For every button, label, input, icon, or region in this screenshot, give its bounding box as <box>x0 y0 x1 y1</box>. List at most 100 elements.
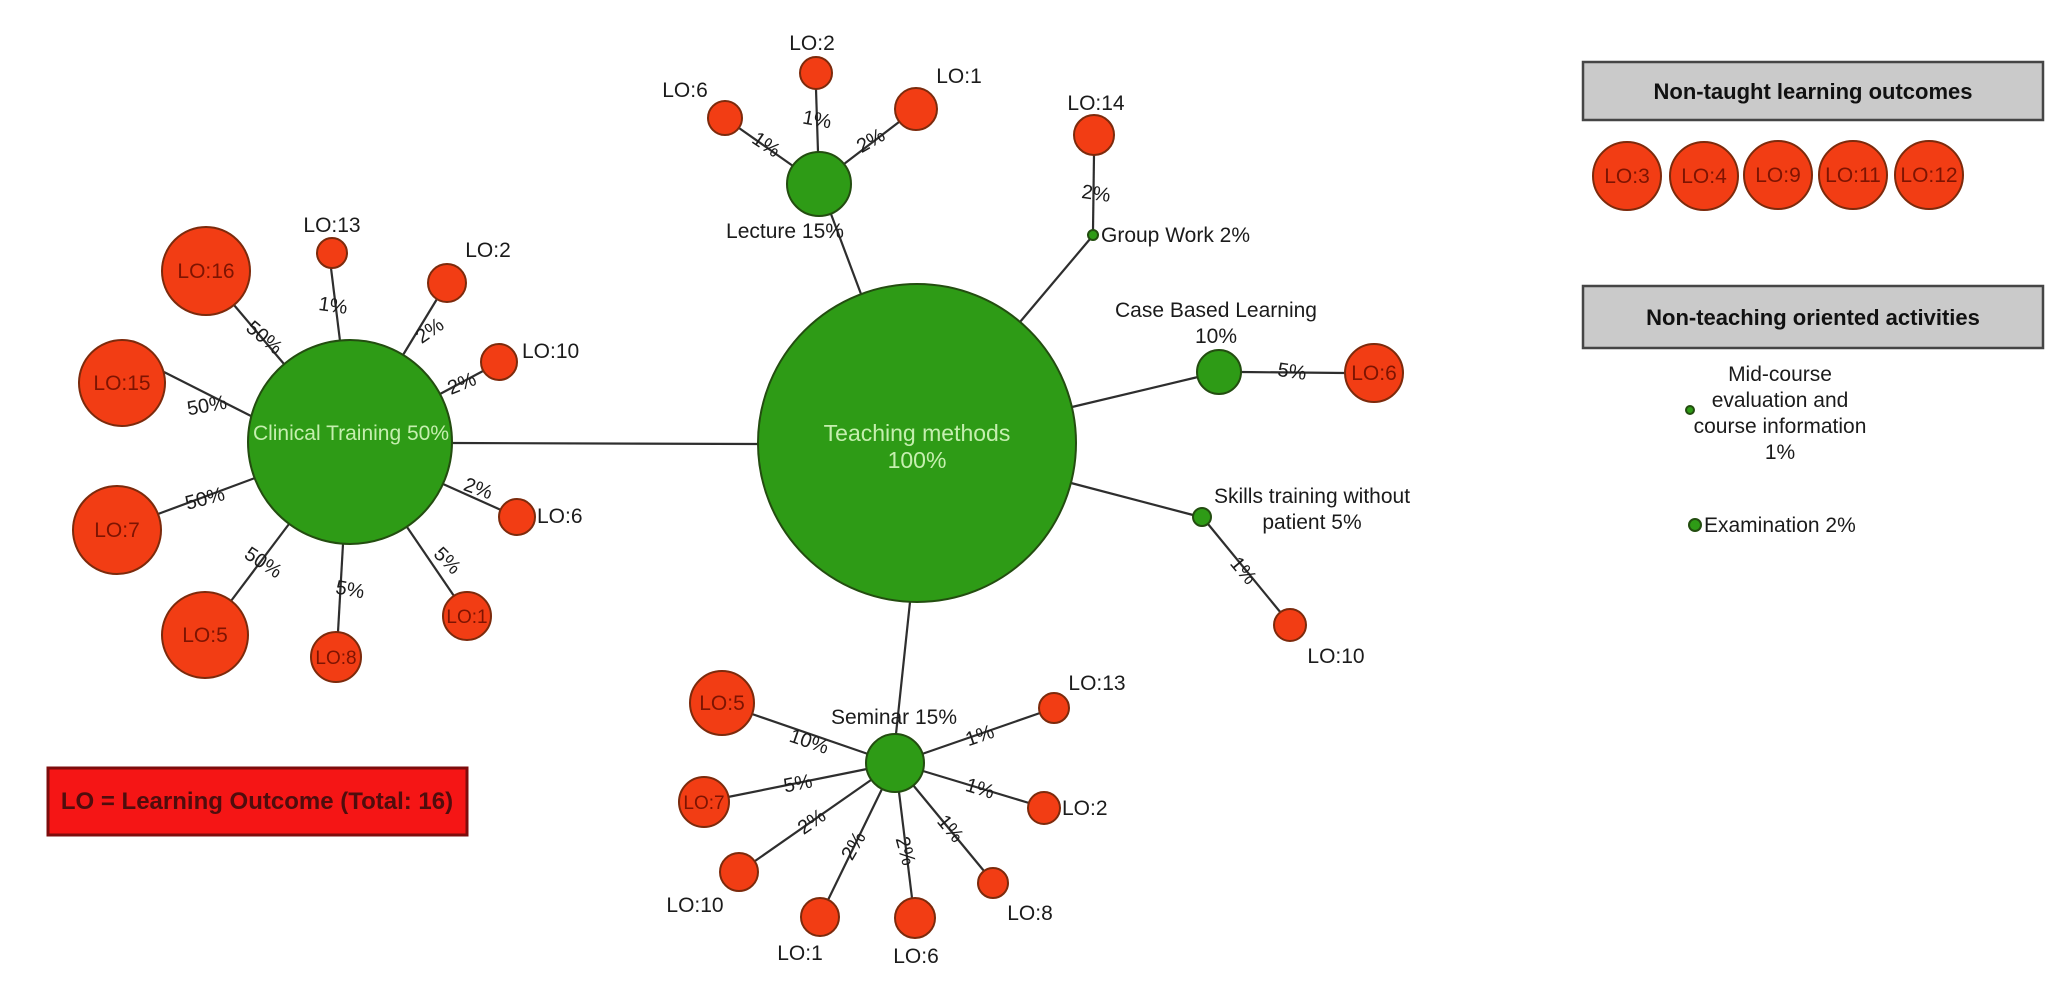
node-examination <box>1688 518 1702 532</box>
non-teaching-header: Non-teaching oriented activities <box>1646 305 1980 330</box>
lo-label: LO:14 <box>1067 92 1125 115</box>
lo-label: LO:12 <box>1900 164 1957 187</box>
lo-label: LO:7 <box>683 793 724 814</box>
edge-pct: 50% <box>240 543 286 583</box>
lo-label: LO:1 <box>936 65 982 88</box>
clinical-satellite-labels: LO:16 LO:13 LO:2 LO:10 LO:15 LO:6 LO:7 L… <box>93 214 582 669</box>
node-clinical-lo1 <box>442 591 492 641</box>
node-clinical-lo15 <box>78 339 166 427</box>
lo-label: LO:6 <box>893 945 939 968</box>
edge-clinical-lo2 <box>402 298 438 356</box>
group-work-label: Group Work 2% <box>1101 224 1250 247</box>
mid-course-line4: 1% <box>1765 441 1795 464</box>
clinical-training-label: Clinical Training 50% <box>253 422 449 445</box>
node-lecture-lo1 <box>894 87 938 131</box>
mid-course-line1: Mid-course <box>1728 363 1832 386</box>
node-skills-training <box>1192 507 1212 527</box>
node-seminar-lo8 <box>977 867 1009 899</box>
edge-center-casebased <box>1071 375 1199 409</box>
edge-pct: 10% <box>786 725 831 759</box>
edge-pct: 5% <box>1276 359 1308 385</box>
casebased-satellite-labels: LO:6 5% <box>1276 359 1397 385</box>
node-clinical-lo5 <box>161 591 249 679</box>
edge-seminar-lo13 <box>921 711 1041 756</box>
edge-clinical-lo7 <box>157 476 256 516</box>
lo-label: LO:16 <box>177 260 234 283</box>
node-case-based-learning <box>1196 349 1242 395</box>
node-seminar-lo1 <box>800 897 840 937</box>
node-teaching-methods <box>757 283 1077 603</box>
lecture-satellite-labels: LO:6 LO:2 LO:1 1% 1% 2% <box>662 32 982 162</box>
groupwork-satellite-labels: LO:14 2% <box>1067 92 1125 207</box>
node-lecture-lo2 <box>799 56 833 90</box>
case-based-label-line1: Case Based Learning <box>1115 299 1317 322</box>
case-based-label-line2: 10% <box>1195 325 1237 348</box>
lo-label: LO:8 <box>315 648 356 669</box>
edge-center-clinical <box>451 441 759 446</box>
edge-pct: 2% <box>412 314 448 349</box>
lo-label: LO:8 <box>1007 902 1053 925</box>
lo-label: LO:2 <box>465 239 511 262</box>
legend-note-box <box>46 766 469 837</box>
edge-seminar-lo1 <box>827 788 883 901</box>
edge-pct: 2% <box>891 834 920 868</box>
node-casebased-lo6 <box>1344 343 1404 403</box>
lo-label: LO:9 <box>1755 164 1801 187</box>
edge-pct: 2% <box>1080 181 1112 207</box>
edge-seminar-lo10 <box>754 779 872 862</box>
node-clinical-lo2 <box>427 263 467 303</box>
node-skills-lo10 <box>1273 608 1307 642</box>
non-teaching-header-box <box>1581 284 2045 350</box>
node-nontaught-lo9 <box>1743 140 1813 210</box>
skills-label-line2: patient 5% <box>1262 511 1361 534</box>
edge-pct: 50% <box>183 483 228 515</box>
node-seminar-lo5 <box>689 670 755 736</box>
node-seminar-lo6 <box>894 897 936 939</box>
edge-pct: 1% <box>1225 553 1261 589</box>
edge-pct: 5% <box>334 577 367 604</box>
node-nontaught-lo11 <box>1818 140 1888 210</box>
edge-pct: 1% <box>317 293 349 319</box>
edge-clinical-lo8 <box>336 543 345 633</box>
node-clinical-lo8 <box>310 631 362 683</box>
edge-seminar-lo7 <box>727 767 868 799</box>
edges <box>157 88 1346 901</box>
lo-label: LO:4 <box>1681 165 1727 188</box>
mid-course-line3: course information <box>1694 415 1867 438</box>
edge-pct: 2% <box>794 805 830 840</box>
node-clinical-lo7 <box>72 485 162 575</box>
edge-pct: 5% <box>782 770 815 797</box>
panel-non-teaching: Non-teaching oriented activities Mid-cou… <box>1581 284 2045 537</box>
skills-label-line1: Skills training without <box>1214 485 1410 508</box>
node-labels: Teaching methods 100% Clinical Training … <box>253 220 1410 729</box>
lo-label: LO:3 <box>1604 165 1650 188</box>
lo-label: LO:13 <box>303 214 360 237</box>
legend-note-text: LO = Learning Outcome (Total: 16) <box>61 788 453 815</box>
teaching-methods-pct: 100% <box>888 447 947 473</box>
mid-course-line2: evaluation and <box>1712 389 1849 412</box>
method-nodes <box>247 151 1242 793</box>
lo-label: LO:13 <box>1068 672 1125 695</box>
non-taught-header-box <box>1581 60 2045 122</box>
node-group-work <box>1087 229 1099 241</box>
examination-label: Examination 2% <box>1704 514 1856 537</box>
edge-casebased-lo6 <box>1240 370 1346 375</box>
lo-label: LO:6 <box>662 79 708 102</box>
edge-pct: 50% <box>185 392 228 421</box>
panel-non-taught: Non-taught learning outcomes LO:3 LO:4 L… <box>1581 60 2045 211</box>
edge-clinical-lo13 <box>329 267 342 342</box>
lo-label: LO:1 <box>777 942 823 965</box>
node-groupwork-lo14 <box>1073 114 1115 156</box>
edge-clinical-lo5 <box>230 523 290 602</box>
lo-label: LO:5 <box>699 692 745 715</box>
non-taught-header: Non-taught learning outcomes <box>1654 79 1973 104</box>
lo-label: LO:2 <box>789 32 835 55</box>
edge-lecture-lo1 <box>843 121 900 165</box>
edge-clinical-lo6 <box>442 482 502 512</box>
lo-label: LO:2 <box>1062 797 1108 820</box>
lo-label: LO:10 <box>666 894 723 917</box>
edge-skills-lo10 <box>1207 523 1282 614</box>
edge-pct: 2% <box>461 474 496 505</box>
